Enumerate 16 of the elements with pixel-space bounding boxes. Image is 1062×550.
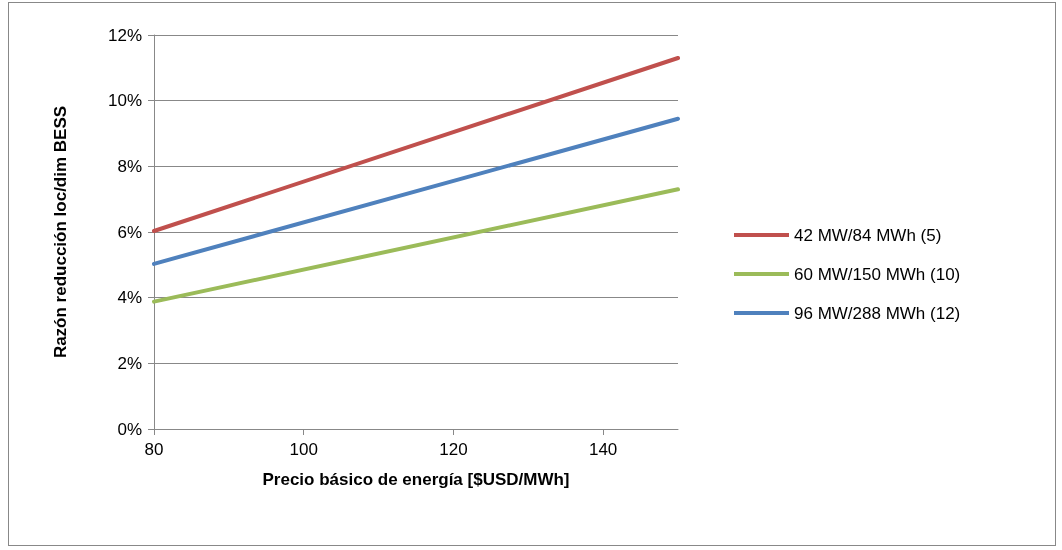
x-axis-title: Precio básico de energía [$USD/MWh]: [262, 470, 570, 489]
y-tick-label: 10%: [107, 91, 142, 111]
y-axis-title: Razón reducción loc/dim BESS: [51, 105, 70, 359]
x-tick-label: 80: [144, 440, 164, 459]
y-tick-label: 8%: [117, 156, 142, 176]
x-tick-label: 100: [289, 440, 318, 459]
y-tick-label: 2%: [117, 353, 142, 373]
y-tick-label: 0%: [117, 419, 142, 439]
y-tick-label: 6%: [117, 222, 142, 242]
legend-label: 60 MW/150 MWh (10): [794, 264, 961, 284]
y-tick-label: 4%: [117, 288, 142, 308]
x-tick-label: 140: [588, 440, 618, 459]
y-tick-label: 12%: [107, 25, 142, 45]
legend-label: 96 MW/288 MWh (12): [794, 303, 961, 323]
legend-label: 42 MW/84 MWh (5): [794, 225, 942, 245]
x-tick-label: 120: [439, 440, 468, 459]
